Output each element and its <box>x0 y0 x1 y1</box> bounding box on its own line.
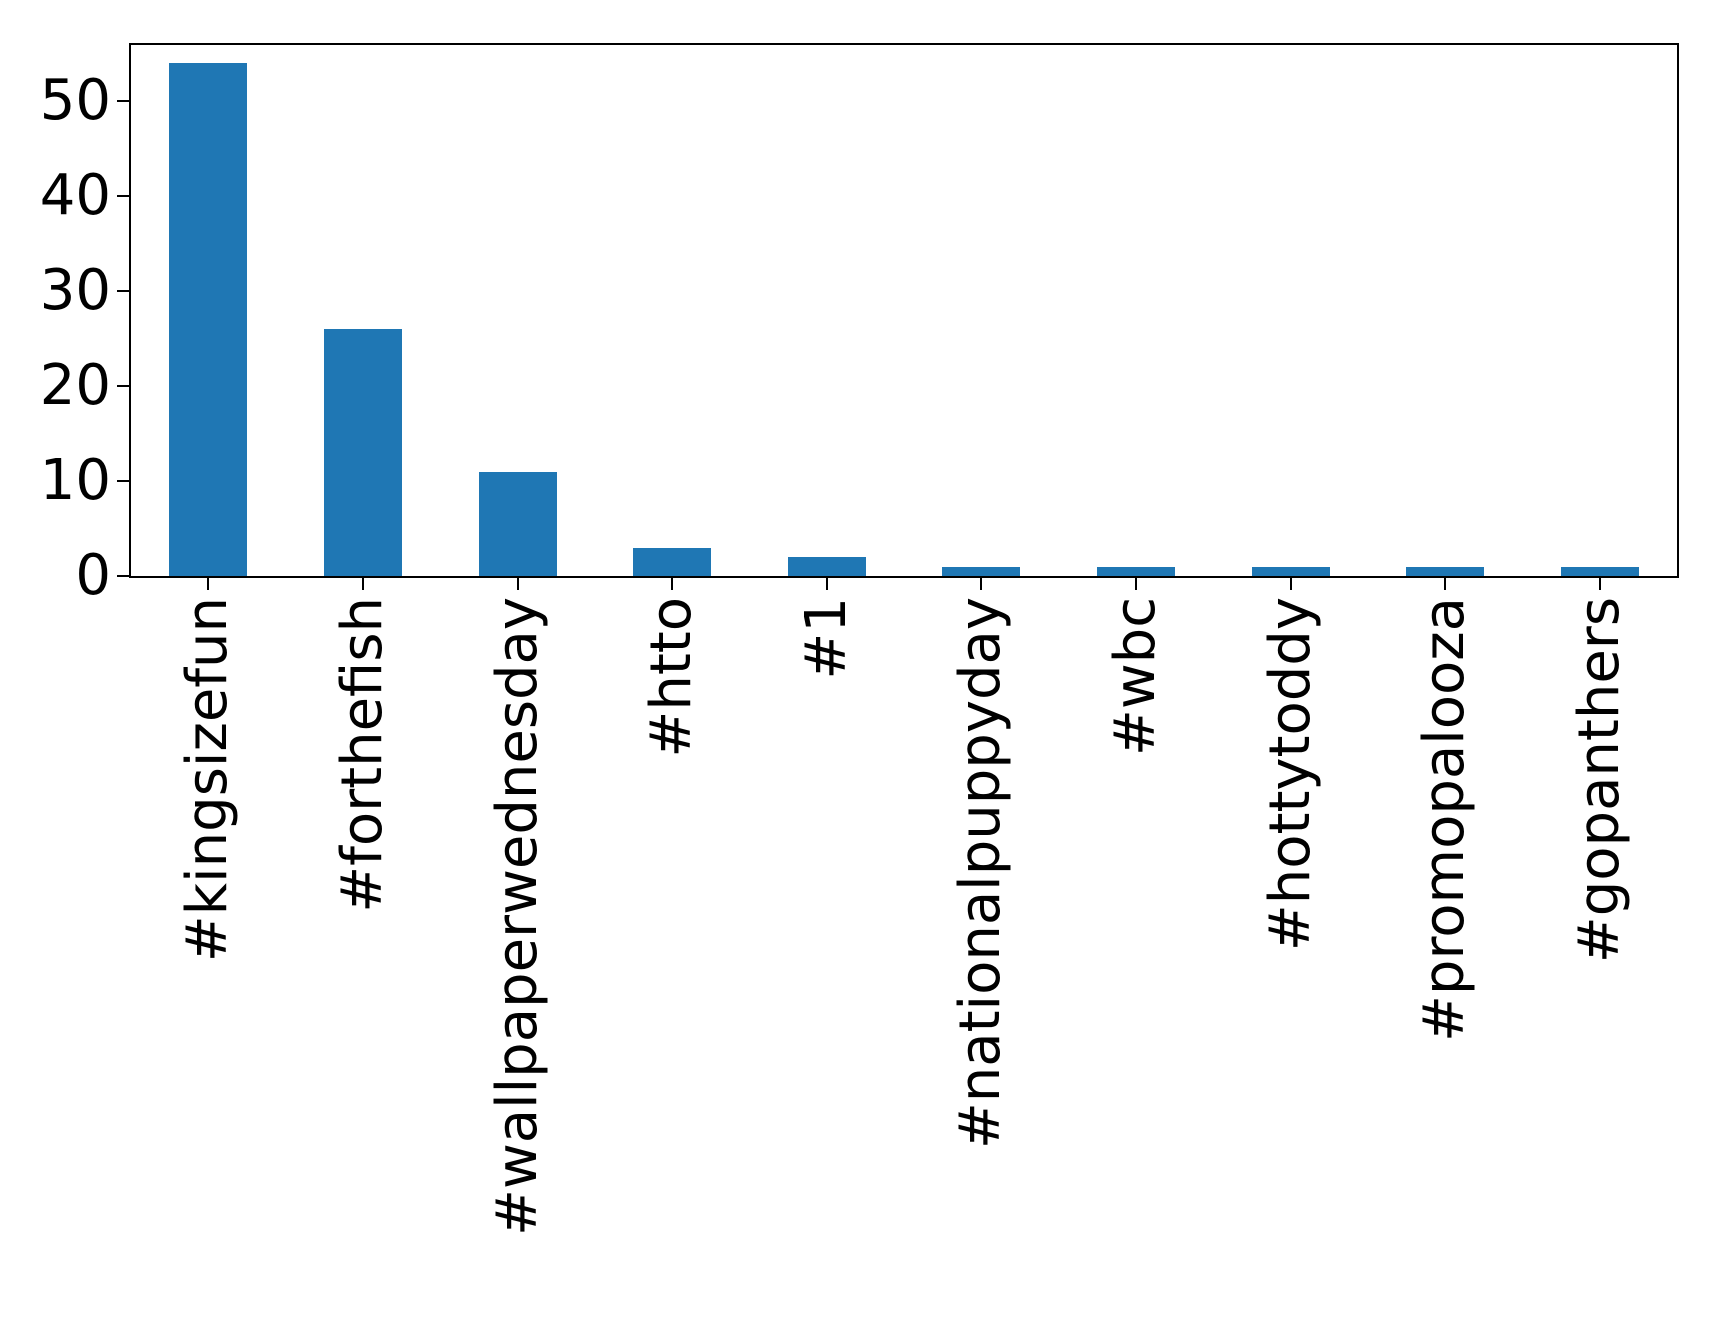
x-tick-label: #1 <box>793 597 859 680</box>
x-tick-mark <box>1134 578 1137 590</box>
x-tick-label: #gopanthers <box>1566 597 1632 964</box>
y-tick-label: 50 <box>39 68 111 134</box>
y-tick-label: 40 <box>39 163 111 229</box>
bar-kingsizefun <box>169 63 248 576</box>
bar-htto <box>633 548 712 576</box>
bar-hottytoddy <box>1251 567 1330 576</box>
x-tick-mark <box>825 578 828 590</box>
y-tick-mark <box>117 195 129 198</box>
x-tick-label: #wallpaperwednesday <box>484 597 550 1236</box>
x-tick-mark <box>1598 578 1601 590</box>
x-tick-mark <box>207 578 210 590</box>
x-tick-mark <box>361 578 364 590</box>
y-tick-label: 20 <box>39 353 111 419</box>
x-tick-label: #nationalpuppyday <box>948 597 1014 1150</box>
x-tick-mark <box>516 578 519 590</box>
bar-nationalpuppyday <box>942 567 1021 576</box>
x-tick-mark <box>1444 578 1447 590</box>
x-tick-label: #kingsizefun <box>175 597 241 963</box>
x-tick-label: #hottytoddy <box>1257 597 1323 952</box>
x-tick-label: #promopalooza <box>1412 597 1478 1042</box>
x-tick-label: #forthefish <box>329 597 395 913</box>
y-tick-mark <box>117 385 129 388</box>
y-tick-label: 0 <box>75 543 111 608</box>
x-tick-label: #htto <box>639 597 705 758</box>
plot-area: 0 10 20 30 40 50 <box>40 43 1679 605</box>
bar-gopanthers <box>1560 567 1639 576</box>
y-tick-mark <box>117 290 129 293</box>
y-tick-label: 10 <box>39 448 111 513</box>
y-tick-mark <box>117 480 129 482</box>
bar-wbc <box>1096 567 1175 576</box>
y-tick-mark <box>117 100 129 103</box>
y-tick-label: 30 <box>39 258 111 324</box>
bar-1 <box>787 557 866 576</box>
x-tick-label: #wbc <box>1102 597 1168 757</box>
x-tick-mark <box>1289 578 1292 590</box>
x-tick-mark <box>671 578 674 590</box>
bar-forthefish <box>323 329 402 576</box>
x-tick-mark <box>980 578 983 590</box>
bar-promopalooza <box>1406 567 1485 576</box>
y-tick-mark <box>117 575 129 577</box>
bar-wallpaperwednesday <box>478 472 557 576</box>
